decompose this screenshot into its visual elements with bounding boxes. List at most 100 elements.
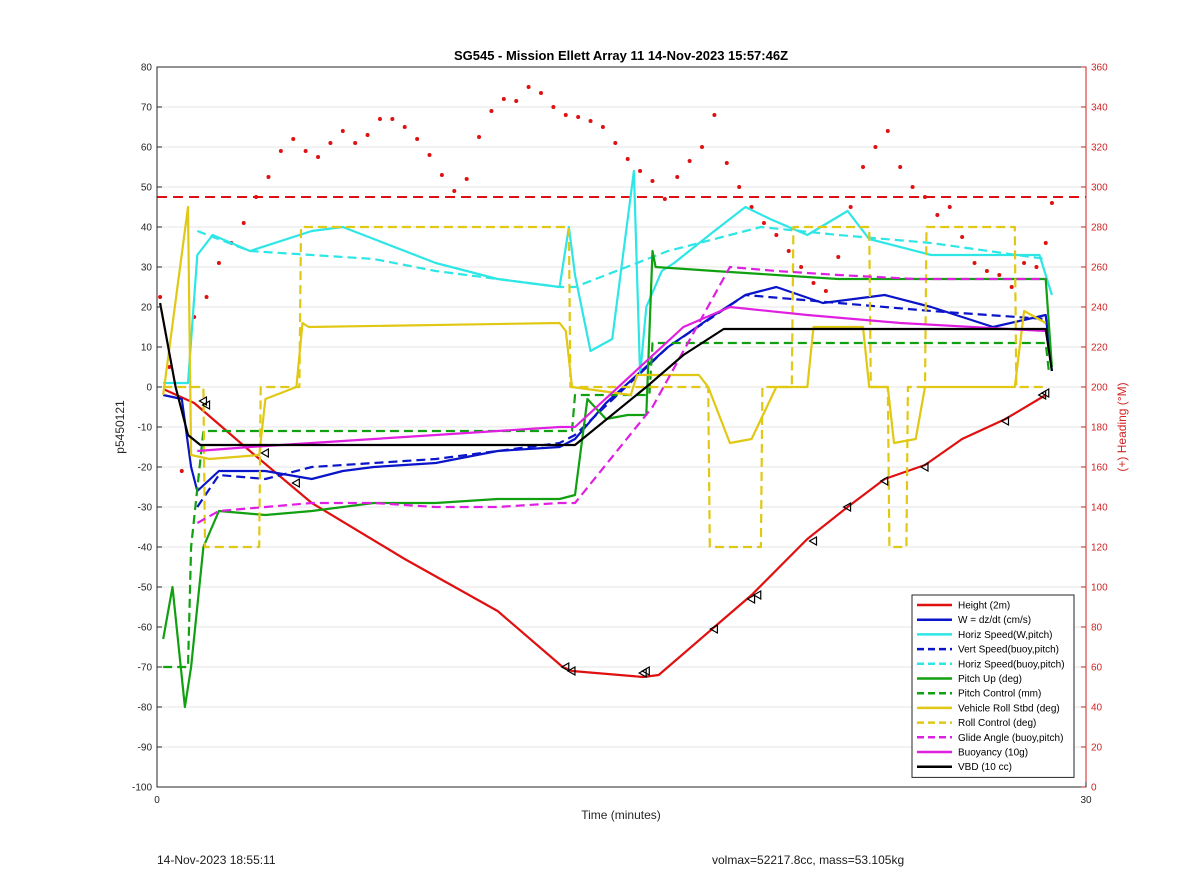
heading-point xyxy=(365,133,370,137)
y-tick-label: -70 xyxy=(138,663,153,674)
heading-point xyxy=(1009,285,1014,289)
x-axis-label: Time (minutes) xyxy=(581,808,661,822)
y2-tick-label: 0 xyxy=(1091,783,1097,794)
heading-point xyxy=(278,149,283,153)
height-marker xyxy=(198,395,208,407)
heading-point xyxy=(662,197,667,201)
heading-point xyxy=(922,195,927,199)
series-line-3 xyxy=(196,293,1046,508)
heading-point xyxy=(179,469,184,473)
y-tick-label: 0 xyxy=(146,383,152,394)
heading-point xyxy=(501,97,506,101)
heading-point xyxy=(464,177,469,181)
series-line-9 xyxy=(196,265,1046,524)
footer-timestamp: 14-Nov-2023 18:55:11 xyxy=(157,853,276,867)
y-tick-label: 70 xyxy=(141,103,153,114)
legend: Height (2m) W = dz/dt (cm/s) Horiz Speed(W… xyxy=(911,594,1075,778)
y-tick-label: -30 xyxy=(138,503,153,514)
heading-point xyxy=(551,105,556,109)
heading-point xyxy=(254,195,259,199)
heading-point xyxy=(898,165,903,169)
height-marker xyxy=(842,501,852,513)
legend-entry: Glide Angle (buoy,pitch) xyxy=(958,733,1063,744)
heading-point xyxy=(158,295,163,299)
heading-point xyxy=(972,261,977,265)
series-line-4 xyxy=(196,225,1046,289)
y-tick-label: 80 xyxy=(141,63,153,74)
heading-point xyxy=(650,179,655,183)
y2-tick-label: 180 xyxy=(1091,423,1108,434)
height-marker xyxy=(808,535,818,547)
heading-point xyxy=(1034,265,1039,269)
heading-point xyxy=(241,221,246,225)
heading-point xyxy=(638,169,643,173)
heading-point xyxy=(700,145,705,149)
y2-tick-label: 200 xyxy=(1091,383,1108,394)
heading-point xyxy=(402,125,407,129)
heading-point xyxy=(477,135,482,139)
heading-point xyxy=(216,261,221,265)
heading-point xyxy=(1049,201,1054,205)
y2-tick-label: 300 xyxy=(1091,183,1108,194)
height-marker xyxy=(746,593,756,605)
height-marker xyxy=(641,665,650,677)
x-tick-label: 30 xyxy=(1080,795,1092,806)
series-layer xyxy=(157,85,1086,709)
heading-point xyxy=(984,269,989,273)
series-line-8 xyxy=(163,225,1046,549)
y2-tick-label: 160 xyxy=(1091,463,1108,474)
y2-tick-label: 40 xyxy=(1091,703,1103,714)
heading-point xyxy=(737,185,742,189)
y-tick-label: -90 xyxy=(138,743,153,754)
heading-point xyxy=(316,155,321,159)
y-tick-label: -50 xyxy=(138,583,153,594)
heading-point xyxy=(997,273,1002,277)
heading-point xyxy=(328,141,333,145)
heading-point xyxy=(935,213,940,217)
height-marker xyxy=(919,461,929,473)
heading-point xyxy=(353,141,358,145)
heading-point xyxy=(786,249,791,253)
y2-tick-label: 360 xyxy=(1091,63,1108,74)
height-marker xyxy=(879,475,889,487)
heading-point xyxy=(1043,241,1048,245)
y2-tick-label: 60 xyxy=(1091,663,1103,674)
heading-point xyxy=(340,129,345,133)
legend-entry: Vehicle Roll Stbd (deg) xyxy=(958,703,1060,714)
heading-point xyxy=(452,189,457,193)
heading-point xyxy=(625,157,630,161)
y-tick-label: 60 xyxy=(141,143,153,154)
heading-point xyxy=(836,255,841,259)
height-marker xyxy=(752,589,762,601)
y-tick-label: -10 xyxy=(138,423,153,434)
heading-point xyxy=(576,115,581,119)
legend-entry: Height (2m) xyxy=(958,601,1010,612)
legend-entry: VBD (10 cc) xyxy=(958,762,1012,773)
heading-point xyxy=(811,281,816,285)
y-tick-label: 30 xyxy=(141,263,153,274)
heading-point xyxy=(514,99,519,103)
heading-point xyxy=(799,265,804,269)
heading-point xyxy=(377,117,382,121)
legend-entry: Roll Control (deg) xyxy=(958,718,1036,729)
heading-point xyxy=(415,137,420,141)
heading-point xyxy=(823,289,828,293)
heading-point xyxy=(749,205,754,209)
y2-tick-label: 260 xyxy=(1091,263,1108,274)
y2-tick-label: 120 xyxy=(1091,543,1108,554)
x-tick-label: 0 xyxy=(154,795,160,806)
height-marker xyxy=(709,623,719,635)
footer-mass-info: volmax=52217.8cc, mass=53.105kg xyxy=(712,853,905,867)
heading-point xyxy=(724,161,729,165)
heading-point xyxy=(613,141,618,145)
heading-point xyxy=(848,205,853,209)
y-tick-label: -40 xyxy=(138,543,153,554)
y-axis-label: p5450121 xyxy=(113,400,127,454)
height-marker xyxy=(1000,415,1010,427)
series-line-6 xyxy=(163,341,1050,669)
height-marker xyxy=(201,399,211,411)
heading-point xyxy=(960,235,965,239)
legend-entry: Horiz Speed(W,pitch) xyxy=(958,630,1052,641)
heading-point xyxy=(390,117,395,121)
height-marker xyxy=(260,447,269,459)
